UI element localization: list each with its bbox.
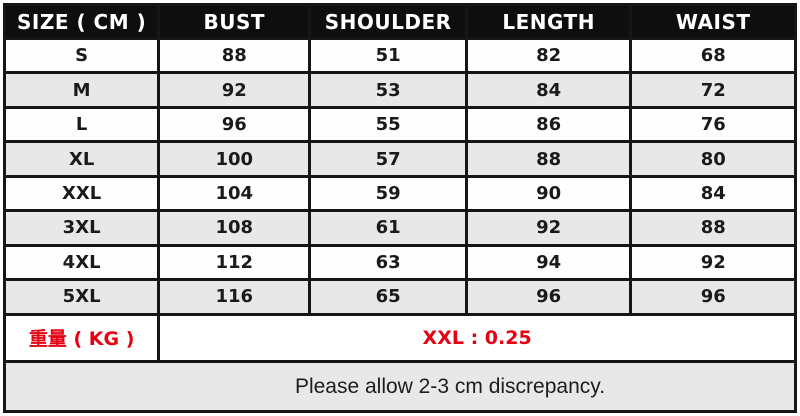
size-chart-table: SIZE ( CM ) BUST SHOULDER LENGTH WAIST S…: [2, 3, 797, 413]
cell-length: 90: [464, 174, 633, 213]
table-row-xxl: XXL 104 59 90 84: [2, 174, 797, 213]
cell-length: 94: [464, 243, 633, 282]
note-row: Please allow 2-3 cm discrepancy.: [3, 360, 797, 413]
table-row-3xl: 3XL 108 61 92 88: [2, 209, 797, 247]
cell-bust: 108: [157, 209, 312, 247]
cell-bust: 96: [157, 105, 312, 144]
cell-shoulder: 61: [308, 209, 468, 247]
cell-bust: 104: [157, 174, 312, 213]
cell-waist: 88: [629, 209, 797, 247]
weight-label: 重量 ( KG ): [2, 312, 161, 364]
table-header: SIZE ( CM ) BUST SHOULDER LENGTH WAIST: [2, 3, 797, 40]
cell-length: 92: [464, 209, 633, 247]
cell-bust: 100: [157, 140, 312, 178]
cell-size: S: [2, 36, 161, 75]
cell-length: 96: [464, 278, 633, 316]
cell-size: 3XL: [2, 209, 161, 247]
weight-value: XXL : 0.25: [157, 312, 797, 364]
cell-waist: 76: [629, 105, 797, 144]
cell-shoulder: 63: [308, 243, 468, 282]
cell-shoulder: 55: [308, 105, 468, 144]
cell-shoulder: 57: [308, 140, 468, 178]
header-cell-bust: BUST: [157, 3, 312, 40]
header-cell-shoulder: SHOULDER: [308, 3, 468, 40]
cell-size: XL: [2, 140, 161, 178]
cell-bust: 112: [157, 243, 312, 282]
table-row-xl: XL 100 57 88 80: [2, 140, 797, 178]
cell-waist: 80: [629, 140, 797, 178]
discrepancy-note: Please allow 2-3 cm discrepancy.: [3, 360, 797, 413]
table-body: S 88 51 82 68 M 92 53 84 72 L 96 55 86 7…: [2, 36, 797, 413]
cell-size: 5XL: [2, 278, 161, 316]
cell-bust: 92: [157, 71, 312, 109]
header-cell-waist: WAIST: [629, 3, 797, 40]
table-row-5xl: 5XL 116 65 96 96: [2, 278, 797, 316]
cell-bust: 116: [157, 278, 312, 316]
cell-shoulder: 53: [308, 71, 468, 109]
table-row-m: M 92 53 84 72: [2, 71, 797, 109]
table-row-4xl: 4XL 112 63 94 92: [2, 243, 797, 282]
header-row: SIZE ( CM ) BUST SHOULDER LENGTH WAIST: [2, 3, 797, 40]
cell-size: L: [2, 105, 161, 144]
cell-size: XXL: [2, 174, 161, 213]
cell-length: 86: [464, 105, 633, 144]
header-cell-length: LENGTH: [464, 3, 633, 40]
cell-shoulder: 59: [308, 174, 468, 213]
cell-size: M: [2, 71, 161, 109]
cell-waist: 92: [629, 243, 797, 282]
cell-waist: 96: [629, 278, 797, 316]
cell-waist: 84: [629, 174, 797, 213]
table-row-l: L 96 55 86 76: [2, 105, 797, 144]
cell-waist: 68: [629, 36, 797, 75]
weight-row: 重量 ( KG ) XXL : 0.25: [2, 312, 797, 364]
cell-waist: 72: [629, 71, 797, 109]
table-row-s: S 88 51 82 68: [2, 36, 797, 75]
cell-bust: 88: [157, 36, 312, 75]
cell-length: 84: [464, 71, 633, 109]
header-cell-size: SIZE ( CM ): [2, 3, 161, 40]
cell-size: 4XL: [2, 243, 161, 282]
cell-length: 82: [464, 36, 633, 75]
cell-length: 88: [464, 140, 633, 178]
cell-shoulder: 51: [308, 36, 468, 75]
cell-shoulder: 65: [308, 278, 468, 316]
